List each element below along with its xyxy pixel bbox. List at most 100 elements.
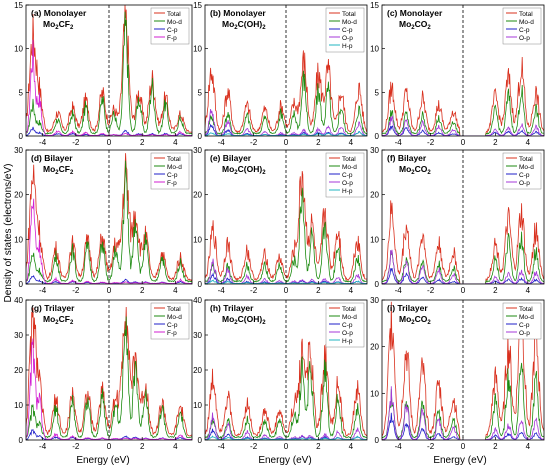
y-tick-label-g: 0: [19, 436, 24, 445]
panel-compound-a: Mo2CF2: [43, 19, 74, 31]
x-tick-label-e: -2: [250, 286, 258, 295]
x-tick-label-f: -2: [427, 286, 435, 295]
x-tick-label-e: 0: [284, 286, 289, 295]
legend-label-e: O-p: [342, 180, 353, 187]
legend-label-c: Mo-d: [519, 19, 534, 26]
y-tick-label-d: 10: [14, 235, 23, 244]
x-tick-label-e: -4: [218, 286, 226, 295]
x-tick-label-c: 0: [461, 138, 466, 147]
series-c-p-line-c: [382, 125, 544, 136]
y-tick-label-e: 30: [193, 146, 202, 155]
series-c-p-line-f: [382, 267, 544, 284]
legend-label-b: Mo-d: [342, 19, 357, 26]
y-tick-label-d: 0: [19, 280, 24, 289]
x-tick-label-c: 4: [526, 138, 531, 147]
x-tick-label-f: 0: [461, 286, 466, 295]
y-tick-label-i: 20: [370, 343, 379, 352]
panel-title-e: (e) Bilayer: [210, 153, 252, 163]
x-tick-label-a: 0: [107, 138, 112, 147]
y-tick-label-b: 0: [198, 132, 203, 141]
x-tick-label-b: -4: [218, 138, 226, 147]
panel-compound-h: Mo2C(OH)2: [222, 314, 266, 326]
y-tick-label-h: 40: [193, 296, 202, 305]
legend-label-c: O-p: [519, 35, 530, 42]
plot-area-i: [382, 301, 544, 440]
legend-label-g: Total: [167, 306, 181, 313]
legend-label-b: Total: [342, 11, 356, 18]
plot-area-f: [382, 200, 544, 284]
x-tick-label-g: -2: [72, 442, 80, 451]
series-o-p-line-c: [382, 115, 544, 136]
x-tick-label-f: 4: [526, 286, 531, 295]
series-o-p-line-f: [382, 249, 544, 284]
y-axis-label: Density of states (electrons/eV): [3, 164, 14, 303]
y-tick-label-c: 15: [370, 1, 379, 10]
x-tick-label-e: 2: [316, 286, 321, 295]
x-tick-label-c: -4: [395, 138, 403, 147]
y-tick-label-g: 10: [14, 401, 23, 410]
legend-label-a: Mo-d: [167, 19, 182, 26]
y-tick-label-f: 0: [375, 280, 380, 289]
x-tick-label-a: -2: [72, 138, 80, 147]
x-tick-label-g: 0: [107, 442, 112, 451]
legend-label-b: C-p: [342, 27, 353, 34]
x-tick-label-d: 2: [140, 286, 145, 295]
legend-label-a: F-p: [167, 35, 177, 42]
x-tick-label-b: 2: [316, 138, 321, 147]
panel-compound-c: Mo2CO2: [399, 19, 431, 31]
legend-label-g: F-p: [167, 330, 177, 337]
legend-label-f: Mo-d: [519, 164, 534, 171]
legend-label-c: C-p: [519, 27, 530, 34]
panel-title-h: (h) Trilayer: [210, 303, 254, 313]
x-tick-label-h: 2: [316, 442, 321, 451]
y-tick-label-c: 0: [375, 132, 380, 141]
x-tick-label-a: 4: [173, 138, 178, 147]
x-tick-label-c: 2: [493, 138, 498, 147]
panel-title-a: (a) Monolayer: [31, 8, 87, 18]
legend-label-i: C-p: [519, 322, 530, 329]
y-tick-label-e: 0: [198, 280, 203, 289]
y-tick-label-h: 0: [198, 436, 203, 445]
y-tick-label-c: 5: [375, 88, 380, 97]
y-tick-label-a: 15: [14, 1, 23, 10]
x-tick-label-g: 4: [173, 442, 178, 451]
x-tick-label-h: 0: [284, 442, 289, 451]
panel-compound-e: Mo2C(OH)2: [222, 164, 266, 176]
legend-label-h: O-p: [342, 330, 353, 337]
y-tick-label-f: 30: [370, 146, 379, 155]
legend-label-g: C-p: [167, 322, 178, 329]
y-tick-label-g: 30: [14, 331, 23, 340]
x-axis-label-col1: Energy (eV): [76, 455, 129, 466]
y-tick-label-e: 10: [193, 235, 202, 244]
series-total-line-i: [382, 301, 544, 440]
legend-label-e: Total: [342, 156, 356, 163]
x-axis-label-col2: Energy (eV): [258, 455, 311, 466]
x-tick-label-h: -2: [250, 442, 258, 451]
panel-title-c: (c) Monolayer: [387, 8, 443, 18]
y-tick-label-f: 10: [370, 235, 379, 244]
x-tick-label-f: 2: [493, 286, 498, 295]
x-tick-label-i: -4: [395, 442, 403, 451]
legend-label-g: Mo-d: [167, 314, 182, 321]
x-tick-label-f: -4: [395, 286, 403, 295]
panel-title-i: (i) Trilayer: [387, 303, 428, 313]
panel-compound-b: Mo2C(OH)2: [222, 19, 266, 31]
legend-label-f: C-p: [519, 172, 530, 179]
panel-title-g: (g) Trilayer: [31, 303, 75, 313]
legend-label-i: O-p: [519, 330, 530, 337]
panel-compound-i: Mo2CO2: [399, 314, 431, 326]
x-tick-label-g: 2: [140, 442, 145, 451]
y-tick-label-h: 20: [193, 366, 202, 375]
